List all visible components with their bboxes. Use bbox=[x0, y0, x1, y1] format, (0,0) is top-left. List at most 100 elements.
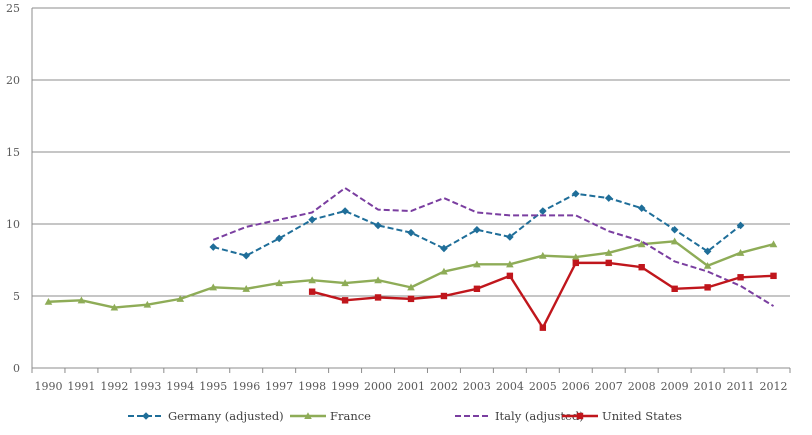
data-point bbox=[605, 259, 612, 267]
data-point bbox=[440, 292, 448, 300]
y-tick-label: 0 bbox=[13, 362, 20, 375]
data-point bbox=[308, 276, 316, 284]
x-tick-label: 2004 bbox=[496, 380, 524, 393]
data-point bbox=[473, 260, 481, 268]
data-point bbox=[572, 259, 579, 267]
legend-label: France bbox=[330, 409, 371, 423]
x-tick-label: 1996 bbox=[232, 380, 260, 393]
series-united-states bbox=[308, 259, 777, 331]
x-tick-label: 1992 bbox=[100, 380, 128, 393]
x-tick-label: 2003 bbox=[463, 380, 491, 393]
data-point bbox=[110, 303, 119, 311]
data-point bbox=[44, 297, 53, 305]
legend-label: Germany (adjusted) bbox=[168, 409, 284, 423]
x-tick-label: 1990 bbox=[34, 380, 62, 393]
legend-item: Germany (adjusted) bbox=[128, 409, 284, 423]
data-point bbox=[539, 324, 547, 331]
data-point bbox=[209, 283, 218, 291]
data-point bbox=[539, 207, 547, 215]
data-point bbox=[703, 247, 712, 256]
data-point bbox=[670, 237, 679, 245]
data-point bbox=[77, 296, 86, 304]
x-tick-label: 1993 bbox=[133, 380, 161, 393]
data-point bbox=[374, 294, 382, 301]
data-point bbox=[571, 253, 580, 261]
x-tick-label: 2009 bbox=[661, 380, 689, 393]
y-tick-label: 20 bbox=[6, 74, 20, 87]
data-point bbox=[769, 240, 778, 248]
gridlines bbox=[32, 7, 790, 297]
data-point bbox=[242, 251, 251, 260]
y-tick-label: 10 bbox=[6, 218, 20, 231]
series-line bbox=[213, 192, 742, 257]
data-point bbox=[341, 279, 349, 287]
legend-item: Italy (adjusted) bbox=[455, 409, 584, 423]
x-tick-label: 1994 bbox=[166, 380, 194, 393]
y-axis: 0 5 10 15 20 25 bbox=[6, 2, 33, 375]
y-tick-label: 5 bbox=[13, 290, 20, 303]
x-tick-label: 1998 bbox=[298, 380, 326, 393]
data-point bbox=[209, 243, 218, 251]
data-point bbox=[703, 261, 712, 269]
data-point bbox=[637, 240, 646, 248]
x-tick-label: 2011 bbox=[727, 380, 755, 393]
data-point bbox=[671, 285, 678, 292]
data-point bbox=[637, 204, 646, 212]
data-point bbox=[604, 194, 613, 202]
x-tick-label: 2010 bbox=[694, 380, 722, 393]
legend-item: United States bbox=[562, 409, 682, 423]
data-point bbox=[440, 267, 448, 275]
data-point bbox=[308, 215, 316, 224]
x-tick-label: 2012 bbox=[760, 380, 788, 393]
data-point bbox=[704, 284, 711, 291]
legend-marker bbox=[142, 412, 150, 420]
legend-marker bbox=[576, 412, 584, 420]
y-tick-label: 25 bbox=[6, 2, 20, 15]
series-germany-adjusted bbox=[209, 189, 745, 260]
data-point bbox=[736, 249, 745, 256]
x-tick-label: 1997 bbox=[265, 380, 293, 393]
data-point bbox=[770, 272, 777, 280]
data-point bbox=[341, 297, 349, 304]
data-point bbox=[176, 295, 185, 302]
data-point bbox=[571, 189, 580, 198]
data-point bbox=[407, 295, 415, 303]
x-tick-label: 1995 bbox=[199, 380, 227, 393]
y-tick-label: 15 bbox=[6, 146, 20, 159]
data-point bbox=[736, 221, 745, 230]
series-layer bbox=[44, 187, 778, 331]
data-point bbox=[440, 244, 448, 253]
series-france bbox=[44, 237, 778, 311]
legend-item: France bbox=[290, 409, 371, 423]
data-point bbox=[374, 221, 382, 230]
data-point bbox=[143, 300, 152, 308]
data-point bbox=[539, 251, 547, 259]
legend: Germany (adjusted) France Italy (adjusted)… bbox=[128, 409, 682, 423]
x-tick-label: 1991 bbox=[67, 380, 95, 393]
x-tick-label: 2008 bbox=[628, 380, 656, 393]
data-point bbox=[506, 260, 514, 268]
x-tick-label: 1999 bbox=[331, 380, 359, 393]
x-tick-label: 2007 bbox=[595, 380, 623, 393]
data-point bbox=[473, 285, 481, 292]
data-point bbox=[407, 228, 415, 237]
data-point bbox=[604, 249, 613, 256]
x-tick-label: 2005 bbox=[529, 380, 557, 393]
data-point bbox=[638, 264, 645, 271]
data-point bbox=[506, 233, 514, 241]
data-point bbox=[374, 276, 382, 284]
x-tick-label: 2001 bbox=[397, 380, 425, 393]
data-point bbox=[506, 272, 514, 280]
data-point bbox=[308, 288, 316, 295]
data-point bbox=[242, 285, 251, 292]
legend-marker bbox=[304, 412, 312, 420]
x-tick-label: 2006 bbox=[562, 380, 590, 393]
x-axis: 1990 1991 1992 1993 1994 1995 1996 1997 1998 1999… bbox=[31, 367, 791, 393]
data-point bbox=[670, 225, 679, 234]
x-tick-label: 2000 bbox=[364, 380, 392, 393]
legend-label: United States bbox=[602, 409, 682, 423]
data-point bbox=[737, 274, 744, 281]
data-point bbox=[473, 225, 481, 234]
legend-label: Italy (adjusted) bbox=[495, 409, 584, 423]
